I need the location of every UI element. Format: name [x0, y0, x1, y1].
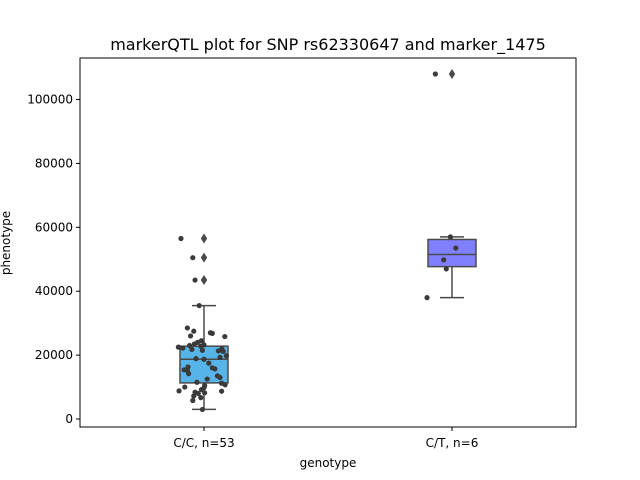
- y-tick-label: 20000: [35, 348, 73, 362]
- data-point: [217, 374, 223, 381]
- data-point: [194, 379, 200, 385]
- x-tick-label: C/C, n=53: [173, 436, 234, 450]
- data-point: [190, 397, 196, 404]
- data-point: [206, 360, 212, 366]
- strip-points: [175, 71, 459, 413]
- data-point: [196, 302, 202, 309]
- data-point: [204, 376, 210, 382]
- y-tick-label: 60000: [35, 220, 73, 234]
- chart-title: markerQTL plot for SNP rs62330647 and ma…: [110, 35, 546, 55]
- data-point: [178, 235, 184, 242]
- data-point: [186, 371, 192, 377]
- x-tick-label: C/T, n=6: [426, 436, 479, 450]
- data-point: [198, 387, 205, 393]
- box: [427, 238, 477, 268]
- y-tick-label: 80000: [35, 156, 73, 170]
- data-point: [223, 353, 229, 359]
- data-point: [443, 266, 449, 272]
- outlier-marker: [200, 233, 208, 244]
- data-point: [192, 277, 198, 283]
- data-point: [175, 344, 181, 350]
- data-point: [191, 328, 197, 334]
- y-tick-label: 40000: [35, 284, 73, 298]
- data-point: [217, 354, 223, 360]
- outlier-marker: [200, 252, 208, 263]
- outlier-marker: [448, 68, 456, 79]
- data-point: [182, 384, 188, 390]
- data-point: [191, 393, 197, 399]
- data-point: [193, 356, 199, 362]
- y-axis: 0 20000 40000 60000 80000 100000: [27, 93, 80, 426]
- data-point: [199, 406, 205, 413]
- data-point: [441, 257, 447, 263]
- y-tick-label: 100000: [27, 93, 73, 107]
- y-axis-label: phenotype: [0, 211, 13, 275]
- data-point: [184, 325, 190, 331]
- data-point: [424, 295, 430, 301]
- data-point: [187, 333, 194, 339]
- data-point: [222, 382, 228, 388]
- data-point: [202, 390, 208, 396]
- data-point: [187, 342, 193, 349]
- data-point: [447, 234, 453, 240]
- data-point: [219, 388, 225, 394]
- data-point: [176, 388, 182, 394]
- data-point: [432, 71, 438, 77]
- data-point: [190, 255, 196, 261]
- data-point: [220, 348, 226, 354]
- data-point: [453, 245, 459, 251]
- y-tick-label: 0: [65, 412, 73, 426]
- data-point: [189, 346, 195, 352]
- data-point: [209, 330, 215, 336]
- data-point: [222, 333, 228, 340]
- data-point: [201, 356, 207, 362]
- data-point: [215, 348, 221, 354]
- plot-frame: [79, 57, 577, 428]
- data-point: [195, 390, 201, 397]
- data-point: [198, 395, 204, 401]
- data-point: [191, 341, 197, 347]
- outlier-marker: [200, 275, 208, 286]
- data-point: [212, 366, 218, 372]
- box-group: [427, 68, 477, 299]
- box-plots: [179, 68, 477, 411]
- data-point: [199, 347, 205, 353]
- x-axis-label: genotype: [300, 456, 357, 470]
- data-point: [180, 345, 186, 351]
- data-point: [198, 343, 204, 349]
- x-axis: C/C, n=53 C/T, n=6: [173, 427, 478, 450]
